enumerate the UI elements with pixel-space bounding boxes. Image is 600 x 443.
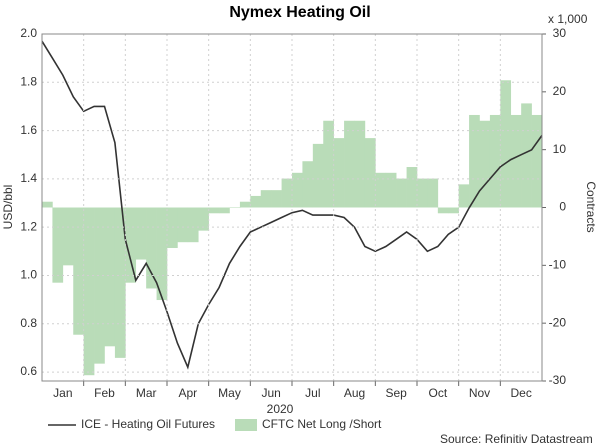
- net-position-step: [83, 207, 95, 376]
- net-position-step: [62, 207, 74, 266]
- y2-tick-label: -30: [549, 373, 567, 387]
- y-tick-label: 1.6: [20, 123, 37, 137]
- net-position-step: [344, 120, 355, 208]
- y-tick-label: 1.8: [20, 74, 37, 88]
- net-position-step: [229, 207, 241, 208]
- net-position-step: [104, 207, 116, 347]
- net-position-step: [333, 138, 345, 208]
- net-position-step: [239, 201, 251, 208]
- x-tick-label: Jun: [261, 386, 280, 400]
- legend-swatch: [235, 419, 257, 431]
- net-position-step: [219, 207, 230, 214]
- net-position-step: [167, 207, 178, 248]
- net-position-step: [292, 172, 303, 208]
- y2-tick-label: 20: [553, 84, 567, 98]
- x-tick-label: Sep: [385, 386, 407, 400]
- net-position-step: [271, 190, 282, 208]
- net-position-step: [500, 80, 512, 208]
- x-tick-label: Mar: [136, 386, 157, 400]
- plot-area: [42, 40, 553, 376]
- net-position-step: [427, 178, 439, 208]
- x-tick-label: May: [218, 386, 241, 400]
- net-position-step: [510, 114, 522, 208]
- y-tick-label: 0.6: [20, 364, 37, 378]
- net-position-step: [417, 178, 428, 208]
- x-tick-label: Jan: [53, 386, 72, 400]
- y2-tick-label: 30: [553, 26, 567, 40]
- net-position-step: [375, 172, 387, 208]
- net-position-step: [469, 114, 480, 208]
- y2-unit: x 1,000: [548, 12, 588, 26]
- net-position-step: [542, 121, 553, 208]
- net-position-step: [42, 201, 53, 208]
- net-position-step: [521, 103, 532, 208]
- net-position-step: [312, 143, 324, 208]
- net-position-step: [135, 207, 147, 260]
- x-tick-label: Apr: [178, 386, 197, 400]
- y-tick-label: 1.2: [20, 219, 37, 233]
- net-position-step: [489, 114, 501, 208]
- y-tick-label: 1.4: [20, 171, 37, 185]
- y2-tick-label: -20: [549, 315, 567, 329]
- net-position-step: [458, 184, 470, 208]
- net-position-step: [250, 195, 262, 208]
- net-position-step: [323, 120, 334, 208]
- legend-label: ICE - Heating Oil Futures: [81, 417, 215, 431]
- legend-label: CFTC Net Long /Short: [262, 417, 382, 431]
- y-tick-label: 0.8: [20, 316, 37, 330]
- net-position-step: [354, 120, 366, 208]
- y-tick-label: 2.0: [20, 26, 37, 40]
- x-tick-label: Dec: [510, 386, 531, 400]
- net-position-step: [364, 138, 376, 208]
- y2-tick-label: -10: [549, 258, 567, 272]
- y-tick-label: 1.0: [20, 268, 37, 282]
- net-position-step: [114, 207, 126, 358]
- x-axis-label: 2020: [267, 402, 294, 416]
- y-axis-label: USD/bbl: [1, 185, 15, 230]
- net-position-step: [260, 190, 272, 208]
- net-position-step: [125, 207, 137, 283]
- y2-axis-label: Contracts: [584, 181, 598, 232]
- net-position-step: [302, 161, 314, 208]
- x-tick-label: Aug: [344, 386, 365, 400]
- plot-frame: [41, 33, 543, 382]
- chart-title: Nymex Heating Oil: [229, 4, 370, 21]
- net-position-step: [198, 207, 209, 231]
- net-position-step: [177, 207, 189, 243]
- net-position-step: [187, 207, 199, 243]
- source: Source: Refinitiv Datastream: [440, 432, 593, 443]
- net-position-step: [396, 178, 407, 208]
- y2-tick-label: 10: [553, 142, 567, 156]
- net-position-step: [156, 207, 168, 301]
- net-position-step: [281, 178, 293, 208]
- net-position-step: [146, 207, 157, 289]
- net-position-step: [52, 207, 64, 283]
- net-position-step: [448, 207, 459, 214]
- net-position-step: [73, 207, 84, 335]
- net-position-step: [385, 172, 397, 208]
- net-position-step: [208, 207, 220, 214]
- net-position-step: [94, 207, 105, 364]
- net-position-step: [531, 114, 542, 208]
- x-tick-label: Oct: [428, 386, 447, 400]
- net-position-step: [437, 207, 449, 214]
- x-tick-label: Nov: [469, 386, 490, 400]
- net-position-step: [479, 120, 491, 208]
- x-tick-label: Feb: [94, 386, 115, 400]
- x-tick-label: Jul: [305, 386, 320, 400]
- y2-tick-label: 0: [559, 200, 566, 214]
- net-position-step: [406, 167, 418, 208]
